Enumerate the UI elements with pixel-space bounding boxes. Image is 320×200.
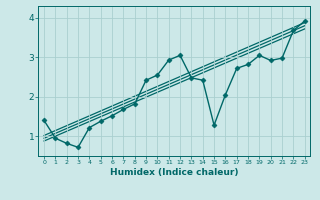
X-axis label: Humidex (Indice chaleur): Humidex (Indice chaleur) [110,168,239,177]
